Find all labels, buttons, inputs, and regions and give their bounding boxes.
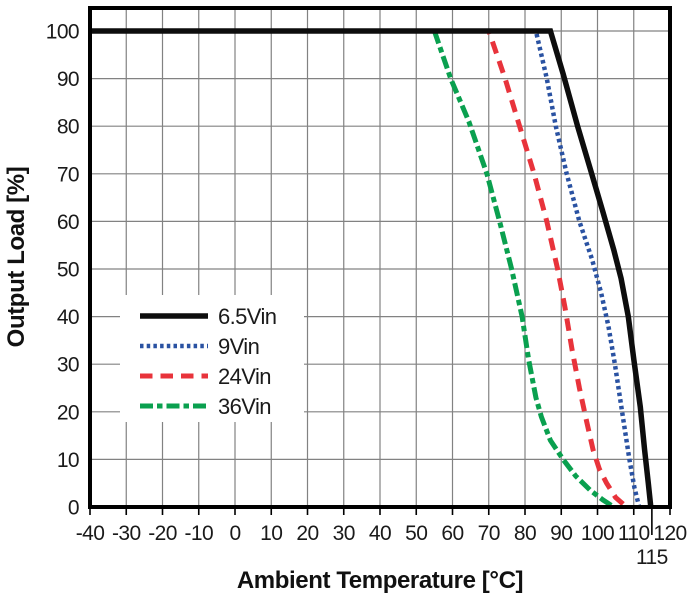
x-tick-label: 0 xyxy=(229,522,240,545)
y-tick-label: 0 xyxy=(68,497,79,520)
legend-label-6.5Vin: 6.5Vin xyxy=(218,304,276,329)
y-tick-label: 80 xyxy=(57,116,79,139)
x-tick-label: -40 xyxy=(76,522,105,545)
curve-36Vin xyxy=(90,28,616,510)
series-curves xyxy=(90,28,654,510)
x-axis-title: Ambient Temperature [°C] xyxy=(237,567,523,594)
legend-label-9Vin: 9Vin xyxy=(218,334,259,359)
x-tick-label: 20 xyxy=(296,522,318,545)
y-tick-label: 10 xyxy=(57,449,79,472)
y-tick-label: 40 xyxy=(57,306,79,329)
plot-frame xyxy=(88,6,672,509)
axis-ticks xyxy=(89,509,671,535)
x-tick-label: 70 xyxy=(478,522,500,545)
y-tick-label: 60 xyxy=(57,211,79,234)
legend: 6.5Vin 9Vin 24Vin 36Vin xyxy=(140,304,277,419)
curve-9Vin xyxy=(90,28,642,508)
x-tick-label: -20 xyxy=(148,522,177,545)
x-tick-label: 60 xyxy=(441,522,463,545)
x-tick-label: 10 xyxy=(260,522,282,545)
legend-label-24Vin: 24Vin xyxy=(218,364,271,389)
tick-labels: -40 -30 -20 -10 0 10 20 30 40 50 60 70 80 90 100 110 120… xyxy=(46,21,687,570)
curve-24Vin xyxy=(90,28,629,509)
y-tick-label: 70 xyxy=(57,163,79,186)
x-tick-label: 30 xyxy=(333,522,355,545)
x-tick-label: -30 xyxy=(112,522,141,545)
x-tick-label: 50 xyxy=(405,522,427,545)
x-extra-tick-label: 115 xyxy=(636,546,668,569)
y-tick-label: 90 xyxy=(57,68,79,91)
y-tick-label: 20 xyxy=(57,401,79,424)
gridlines xyxy=(90,8,670,507)
y-tick-label: 50 xyxy=(57,259,79,282)
curve-6.5Vin xyxy=(90,28,654,508)
y-tick-label: 30 xyxy=(57,354,79,377)
y-axis-title: Output Load [%] xyxy=(3,167,30,348)
x-tick-label: 100 xyxy=(581,522,614,545)
y-tick-label: 100 xyxy=(46,21,79,44)
x-tick-label: -10 xyxy=(184,522,213,545)
plot-border xyxy=(88,6,672,509)
legend-label-36Vin: 36Vin xyxy=(218,394,271,419)
x-tick-label: 120 xyxy=(653,522,686,545)
x-tick-label: 110 xyxy=(618,522,650,545)
x-tick-label: 90 xyxy=(550,522,572,545)
x-tick-label: 80 xyxy=(514,522,536,545)
x-tick-label: 40 xyxy=(369,522,391,545)
